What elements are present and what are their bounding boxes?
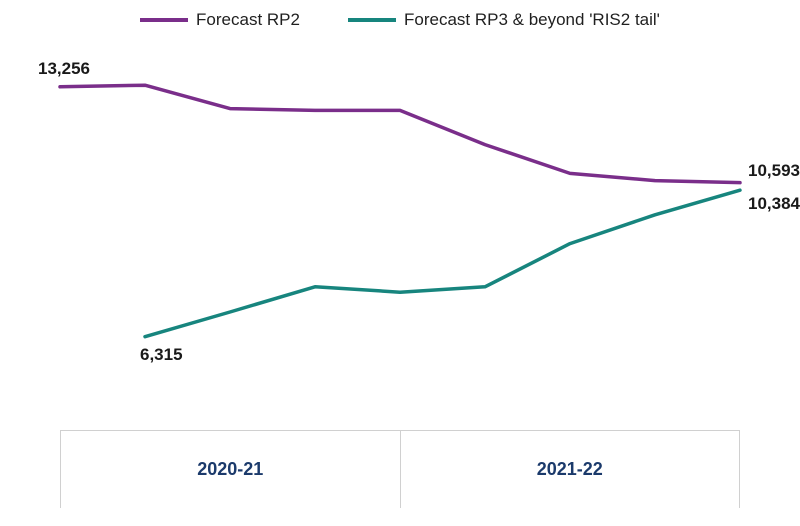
data-label: 13,256 [38,59,90,79]
x-axis-label: 2020-21 [60,430,400,508]
series-line-1 [145,190,740,336]
data-label: 10,593 [748,161,800,181]
data-label: 10,384 [748,194,800,214]
series-line-0 [60,85,740,182]
forecast-line-chart: Forecast RP2Forecast RP3 & beyond 'RIS2 … [0,0,800,526]
x-axis-label: 2021-22 [400,430,741,508]
data-label: 6,315 [140,345,183,365]
x-axis: 2020-212021-22 [60,430,740,508]
